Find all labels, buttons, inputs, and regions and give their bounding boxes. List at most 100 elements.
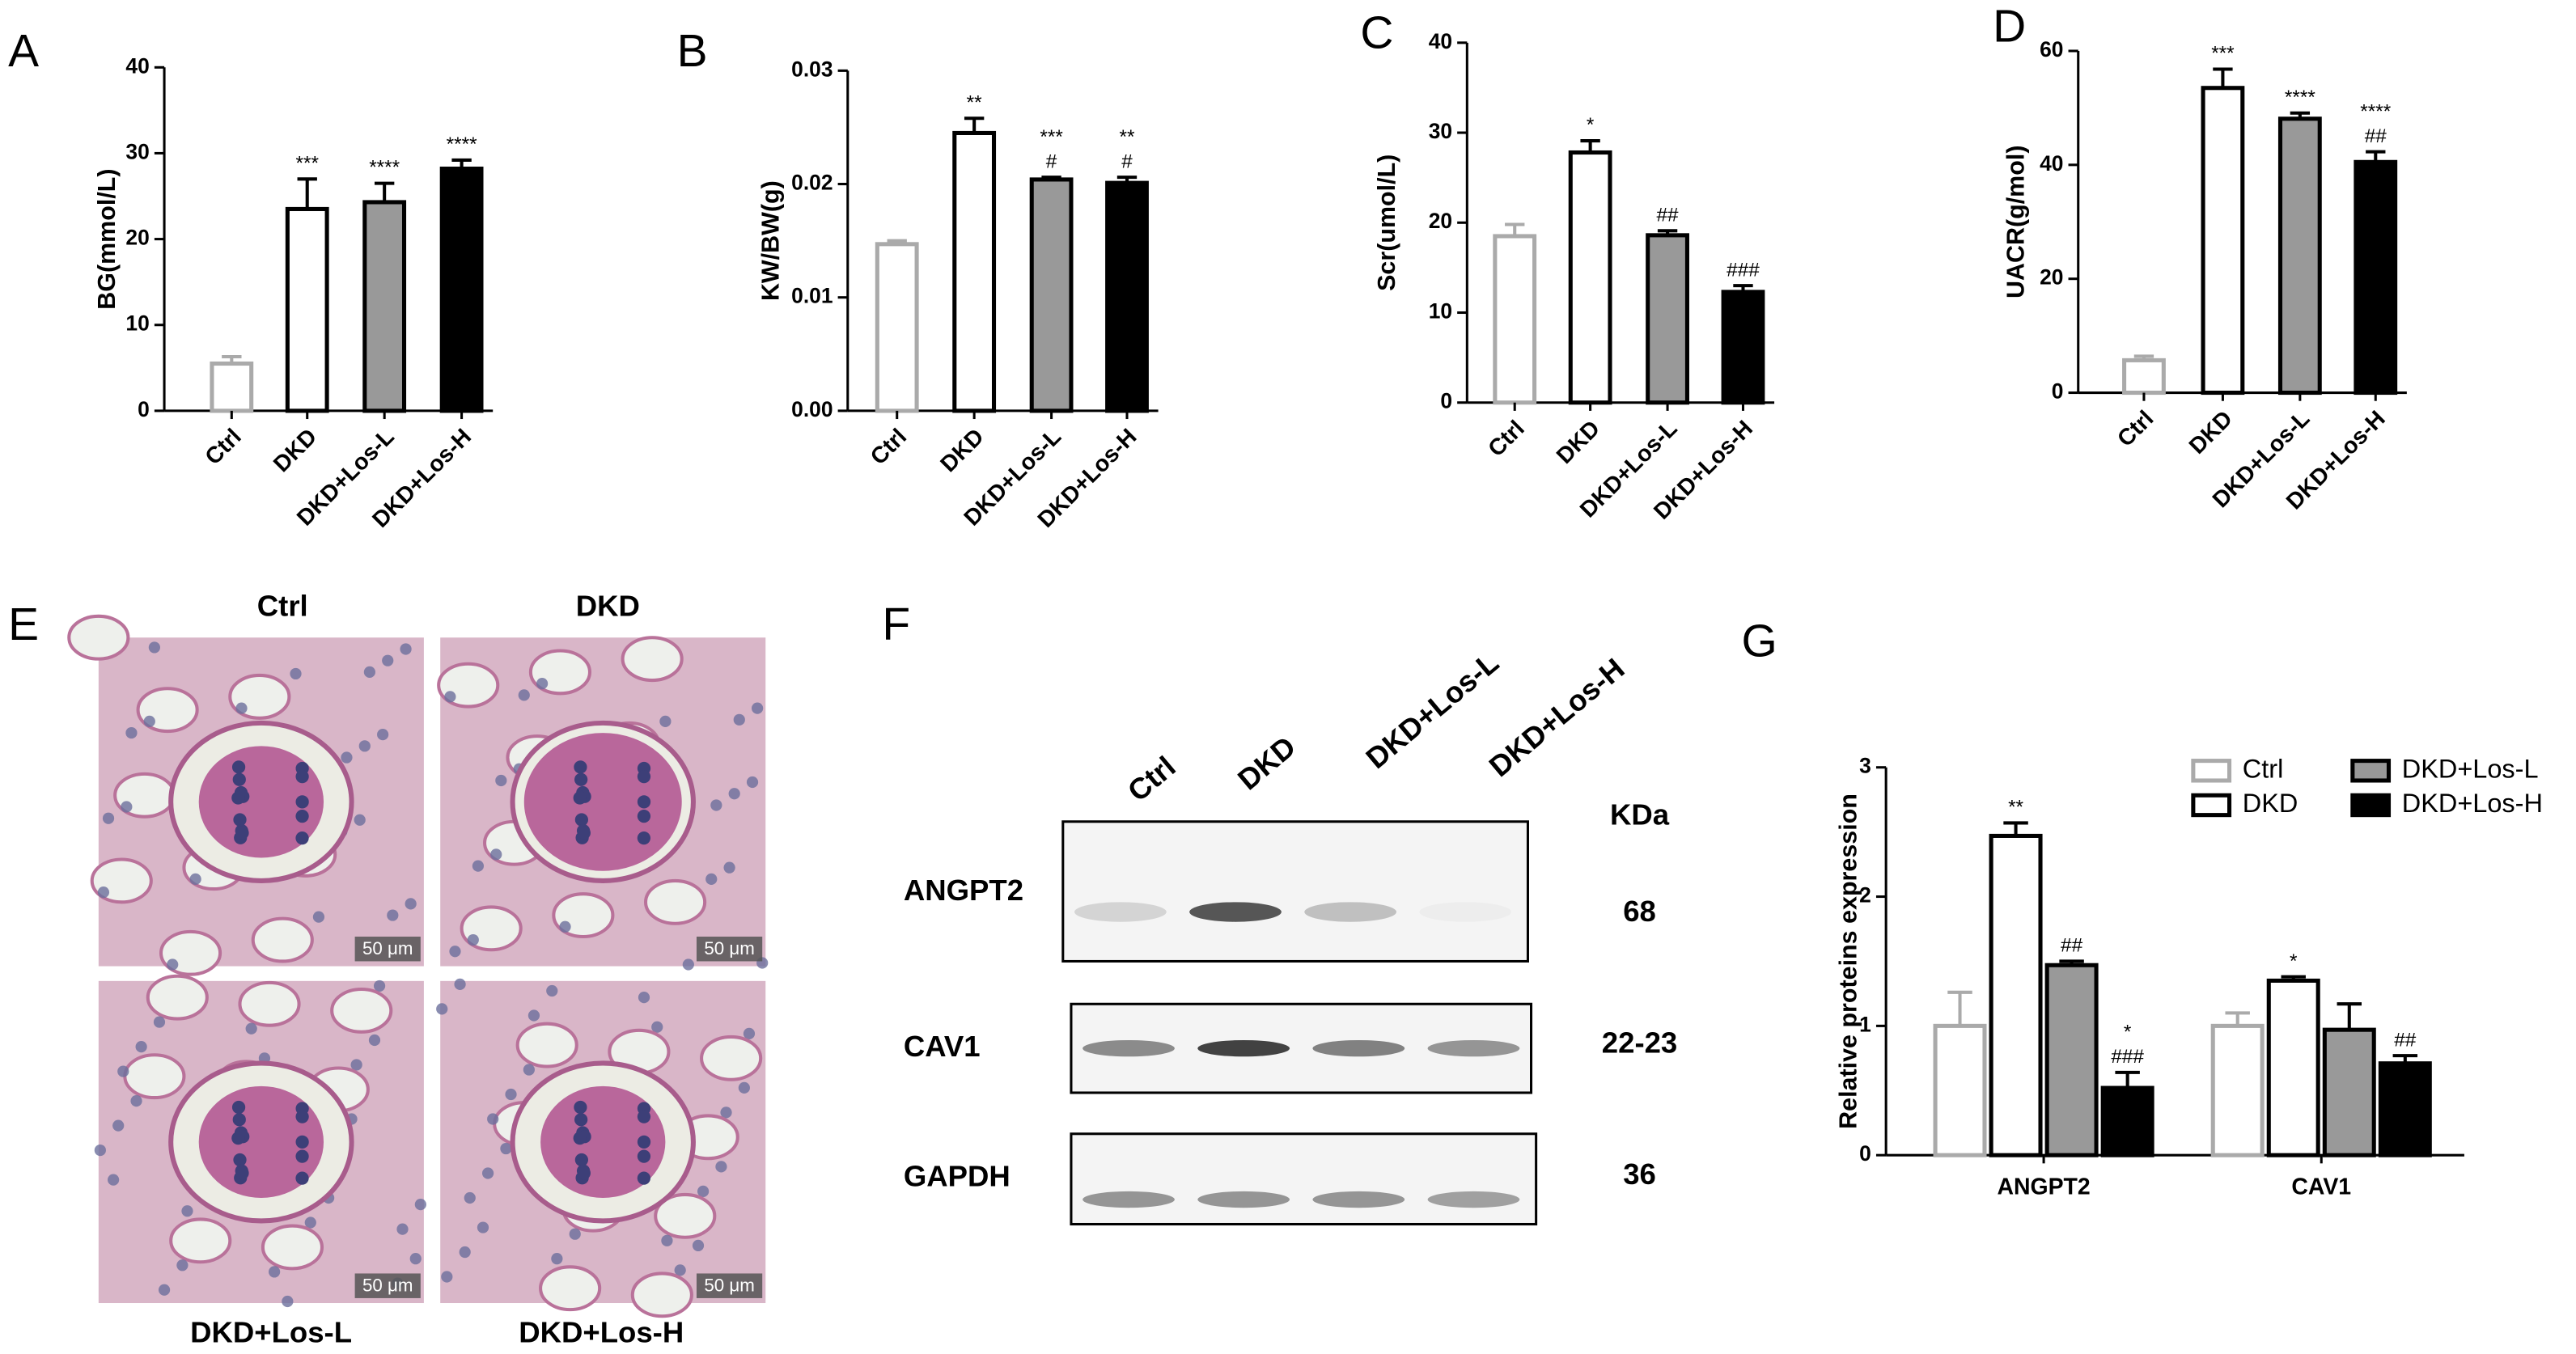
bar [1493, 234, 1537, 405]
image-label: DKD+Los-H [519, 1315, 684, 1348]
y-tick-label: 40 [1429, 29, 1452, 53]
nucleus [651, 1021, 663, 1033]
nucleus [638, 992, 650, 1004]
tubule [644, 878, 707, 925]
nucleus [295, 1110, 309, 1123]
nucleus [574, 1153, 588, 1167]
scale-bar-box [696, 936, 763, 962]
significance-label: **** [369, 157, 400, 179]
bar [285, 206, 329, 413]
nucleus [167, 958, 179, 971]
legend-swatch [2191, 793, 2232, 818]
scale-bar-label: 50 μm [362, 1276, 413, 1296]
nucleus [459, 1246, 471, 1259]
scale-bar-box [354, 936, 421, 962]
panel-label: A [8, 26, 39, 77]
glomerulus [540, 1085, 666, 1199]
nucleus [112, 1119, 125, 1132]
nucleus [231, 791, 245, 805]
blot-band [1083, 1191, 1175, 1208]
y-tick-label: 0 [1859, 1141, 1871, 1166]
scale-bar-label: 50 μm [704, 938, 755, 958]
panel-label: F [882, 599, 910, 650]
nucleus [235, 702, 248, 714]
legend-swatch [2191, 759, 2232, 783]
y-tick-label: 0 [138, 397, 150, 421]
nucleus [121, 801, 133, 813]
nucleus [231, 1100, 246, 1115]
nucleus [481, 1167, 494, 1179]
tubule [330, 987, 393, 1034]
x-tick-label: DKD [2184, 406, 2238, 459]
significance-label: **** [2360, 100, 2391, 122]
y-axis-label: UACR(g/mol) [2002, 146, 2030, 299]
blot-band [1427, 1039, 1520, 1057]
nucleus [505, 1088, 517, 1101]
bar [2100, 1085, 2154, 1157]
nucleus [573, 1131, 587, 1145]
bar [2044, 963, 2099, 1157]
bar [1933, 1023, 1987, 1157]
significance-label: ## [2061, 935, 2083, 957]
significance-label: * [2290, 950, 2298, 972]
significance-label: ### [2111, 1046, 2144, 1068]
tubule [261, 1224, 324, 1271]
nucleus [743, 1027, 756, 1039]
bar [210, 361, 254, 413]
nucleus [464, 1191, 476, 1204]
nucleus [94, 1144, 106, 1157]
nucleus [523, 1064, 535, 1076]
significance-label: *** [2211, 43, 2235, 65]
y-tick-label: 1 [1859, 1012, 1871, 1036]
nucleus [637, 1171, 651, 1185]
nucleus [728, 788, 740, 800]
significance-label: * [1587, 114, 1595, 136]
x-tick-label: DKD [269, 424, 322, 477]
bar [2266, 978, 2320, 1157]
nucleus [674, 1264, 686, 1276]
tubule [654, 1192, 717, 1239]
nucleus [637, 795, 651, 809]
bar [2378, 1061, 2432, 1157]
nucleus [449, 946, 461, 958]
bar [2122, 358, 2166, 396]
nucleus [637, 831, 651, 845]
nucleus [368, 1034, 381, 1047]
nucleus [518, 689, 530, 701]
glomerulus [198, 746, 324, 858]
nucleus [189, 873, 201, 885]
nucleus [436, 1003, 448, 1015]
nucleus [574, 813, 588, 827]
nucleus [373, 980, 386, 992]
lane-label: DKD [1231, 730, 1302, 796]
y-axis-label: KW/BW(g) [756, 180, 784, 301]
nucleus [495, 774, 507, 787]
nucleus [573, 791, 587, 805]
significance-label: ## [1657, 204, 1680, 226]
significance-label: **** [2285, 87, 2315, 108]
bar [2201, 86, 2245, 396]
nucleus [117, 1065, 129, 1077]
nucleus [637, 1135, 651, 1149]
bar [1989, 833, 2043, 1157]
y-tick-label: 0.01 [791, 284, 833, 308]
nucleus [733, 713, 745, 726]
nucleus [710, 799, 722, 811]
significance-label: ** [967, 91, 982, 113]
nucleus [409, 1253, 422, 1265]
significance-label: ## [2394, 1029, 2417, 1051]
nucleus [738, 1081, 750, 1094]
nucleus [637, 1110, 651, 1123]
nucleus [574, 1113, 588, 1127]
blot-band [1197, 1191, 1290, 1208]
image-label: DKD+Los-L [190, 1315, 352, 1348]
significance-label: # [1046, 150, 1057, 172]
nucleus [551, 1253, 563, 1265]
x-tick-label: Ctrl [1483, 416, 1529, 462]
x-tick-label: CAV1 [2291, 1174, 2351, 1200]
nucleus [723, 861, 735, 874]
y-tick-label: 0.02 [791, 170, 833, 194]
nucleus [341, 751, 353, 764]
y-tick-label: 2 [1859, 883, 1871, 908]
y-tick-label: 20 [125, 226, 149, 250]
